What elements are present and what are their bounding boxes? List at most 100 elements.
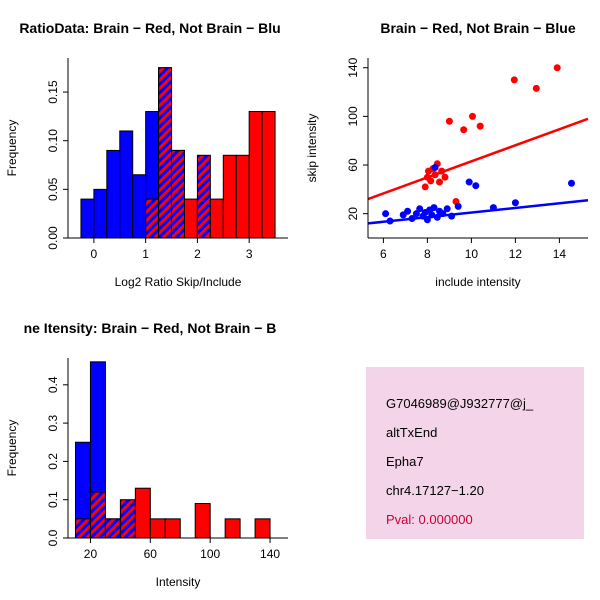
y-tick-label: 100 [346,106,360,126]
x-tick-label: 8 [424,247,431,261]
y-tick-label: 0.10 [46,129,60,153]
data-point [431,171,439,179]
hist-bar-brain [224,518,241,539]
data-point [386,217,394,225]
x-tick-label: 100 [200,547,220,561]
data-point [438,167,446,175]
chart-title: ne Itensity: Brain − Red, Not Brain − B [24,320,277,336]
y-tick-label: 0.4 [46,376,60,393]
data-point [460,126,468,134]
x-axis-label: Intensity [156,575,201,589]
hist-bar-brain [104,518,121,539]
data-point [532,84,540,92]
y-tick-label: 60 [346,158,360,172]
data-point [553,64,561,72]
log2ratio-histogram-panel: 0 1 2 3 0.00 0.05 0.10 0.15 RatioData: Brain − R… [5,20,288,289]
hist-bar-brain [183,198,198,239]
x-axis-label: include intensity [435,275,520,289]
hist-bar-brain [149,518,166,539]
y-axis-label: Frequency [5,120,19,177]
y-tick-label: 140 [346,57,360,77]
info-line-locus: chr4.17127−1.20 [386,483,484,498]
data-point [476,122,484,130]
hist-bar-brain [164,518,181,539]
hist-bar-notbrain [93,188,108,239]
x-tick-label: 2 [194,247,201,261]
hist-bar-brain [171,149,185,239]
data-point [465,178,473,186]
info-line-pval: Pval: 0.000000 [386,512,473,527]
y-tick-label: 0.2 [46,453,60,470]
data-point [423,216,431,224]
info-panel: G7046989@J932777@j_ altTxEnd Epha7 chr4.… [366,367,584,539]
chart-title: Brain − Red, Not Brain − Blue [380,20,575,36]
y-tick-label: 0.0 [46,529,60,546]
x-axis-label: Log2 Ratio Skip/Include [115,275,242,289]
hist-bar-brain [196,154,211,239]
data-point [469,112,476,120]
gene-intensity-histogram-panel: 20 60 100 140 0.0 0.1 0.2 0.3 0.4 ne Itensity: Br… [5,320,288,589]
data-point [382,210,390,218]
y-tick-label: 0.00 [46,226,60,250]
info-line-gene-id: G7046989@J932777@j_ [386,396,534,411]
info-line-gene-symbol: Epha7 [386,454,424,469]
x-tick-label: 10 [465,247,479,261]
hist-bar-brain [248,111,263,239]
x-tick-label: 3 [246,247,253,261]
hist-bar-brain [145,198,160,239]
data-point [436,178,443,186]
data-point [511,199,519,207]
intensity-scatter-panel: 6 8 10 12 14 20 60 100 140 Brain − Red, Not Brain… [305,20,589,289]
data-point [427,177,435,185]
hist-bar-brain [222,154,237,239]
x-tick-label: 1 [142,247,149,261]
y-tick-label: 20 [346,207,360,221]
y-tick-label: 0.3 [46,414,60,431]
data-point [428,211,436,219]
hist-bar-brain [134,487,151,539]
data-point [568,179,575,187]
data-point [445,117,453,125]
data-point [472,182,480,190]
hist-bar-notbrain [132,174,147,239]
data-point [431,163,439,171]
hist-bar-brain [261,111,276,239]
chart-title: RatioData: Brain − Red, Not Brain − Blu [19,20,280,36]
data-point [433,213,441,221]
y-tick-label: 0.15 [46,80,60,104]
y-axis-label: skip intensity [305,114,319,183]
hist-bar-notbrain [80,198,95,239]
data-point [489,204,497,212]
data-point [421,183,429,191]
y-axis-label: Frequency [5,420,19,477]
y-tick-label: 0.05 [46,177,60,201]
hist-bar-brain [194,503,211,539]
data-point [408,215,416,223]
data-point [404,207,412,215]
data-point [439,210,447,218]
info-line-event-type: altTxEnd [386,425,438,440]
data-point [443,205,451,213]
x-tick-label: 60 [144,547,158,561]
hist-bar-brain [158,67,173,239]
hist-bar-brain [254,518,271,539]
hist-bar-brain [119,499,136,539]
hist-bar-brain [235,154,250,239]
hist-bar-brain [209,198,224,239]
y-tick-label: 0.1 [46,491,60,508]
hist-bar-brain [89,491,106,539]
x-tick-label: 20 [84,547,98,561]
x-tick-label: 0 [91,247,98,261]
data-point [454,202,462,210]
data-point [510,76,518,84]
x-tick-label: 140 [260,547,280,561]
x-tick-label: 6 [380,247,387,261]
fit-line [367,117,589,201]
x-tick-label: 14 [553,247,567,261]
hist-bar-notbrain [106,149,121,239]
data-point [416,205,424,213]
data-point [430,204,438,212]
x-tick-label: 12 [509,247,523,261]
hist-bar-notbrain [119,130,134,239]
